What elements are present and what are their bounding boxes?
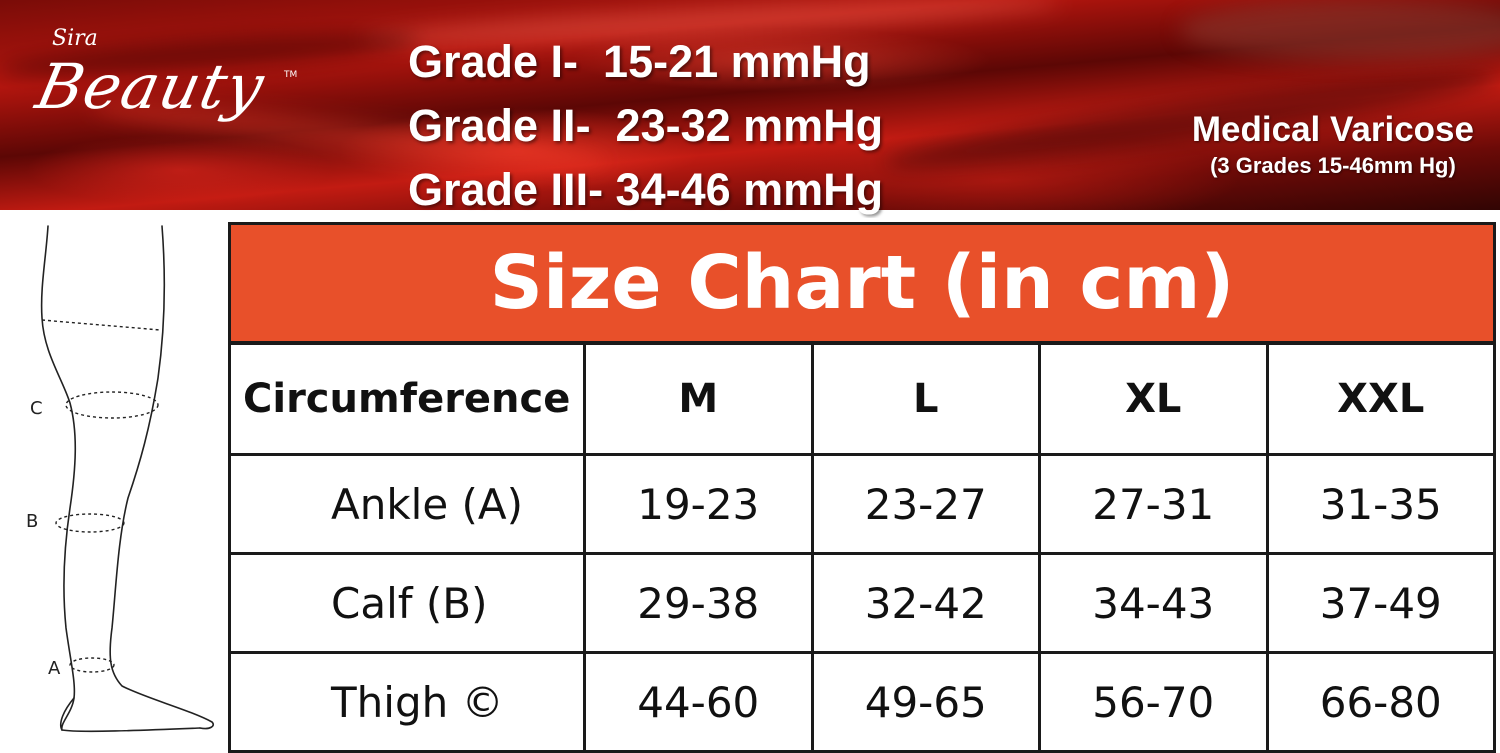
row-label: Calf (B) [228,552,586,654]
calf-measure-ring [55,513,125,533]
table-cell: 66-80 [1265,651,1496,753]
label-b: B [26,511,38,532]
table-cell: 32-42 [810,552,1041,654]
grade-line: Grade III- 34-46 mmHg [408,164,884,215]
product-name: Medical Varicose [1191,110,1474,149]
header-cell: L [810,342,1041,456]
table-cell: 27-31 [1038,453,1269,555]
product-subtitle: (3 Grades 15-46mm Hg) [1210,153,1456,178]
grade-line: Grade II- 23-32 mmHg [408,100,884,151]
banner-streak [1180,0,1500,60]
header-cell: Circumference [228,342,586,456]
table-cell: 31-35 [1265,453,1496,555]
banner-bottom-stripe [0,210,1500,218]
table-cell: 37-49 [1265,552,1496,654]
grade-line: Grade I- 15-21 mmHg [408,36,871,87]
grade-list: Grade I- 15-21 mmHg Grade II- 23-32 mmHg… [408,30,883,218]
row-label: Ankle (A) [228,453,586,555]
row-label: Thigh © [228,651,586,753]
header-banner: Sira Beauty TM Grade I- 15-21 mmHg Grade… [0,0,1500,218]
table-row: Thigh © 44-60 49-65 56-70 66-80 [228,651,1496,753]
thigh-measure-ring [65,391,159,419]
leg-outline-back [40,225,201,733]
foot-detail [59,697,75,731]
brand-main-text: Beauty [30,50,271,123]
table-cell: 34-43 [1038,552,1269,654]
label-a: A [48,658,61,679]
header-cell: M [583,342,814,456]
size-chart-table: Circumference M L XL XXL Ankle (A) 19-23… [228,342,1496,753]
size-chart-title: Size Chart (in cm) [231,225,1493,341]
label-c: C [30,398,43,419]
header-cell: XXL [1265,342,1496,456]
trademark-mark: TM [284,70,298,80]
table-cell: 23-27 [810,453,1041,555]
table-cell: 56-70 [1038,651,1269,753]
table-cell: 29-38 [583,552,814,654]
ankle-measure-ring [69,657,115,673]
leg-outline-front [109,225,215,730]
product-info: Medical Varicose (3 Grades 15-46mm Hg) [1192,108,1474,180]
table-header-row: Circumference M L XL XXL [228,342,1496,456]
leg-diagram: C B A [26,225,215,733]
brand-small-text: Sira [52,26,98,51]
table-cell: 19-23 [583,453,814,555]
hip-line [41,319,161,331]
header-cell: XL [1038,342,1269,456]
table-cell: 44-60 [583,651,814,753]
table-row: Ankle (A) 19-23 23-27 27-31 31-35 [228,453,1496,555]
table-row: Calf (B) 29-38 32-42 34-43 37-49 [228,552,1496,654]
brand-logo: Sira Beauty TM [30,22,308,142]
table-cell: 49-65 [810,651,1041,753]
